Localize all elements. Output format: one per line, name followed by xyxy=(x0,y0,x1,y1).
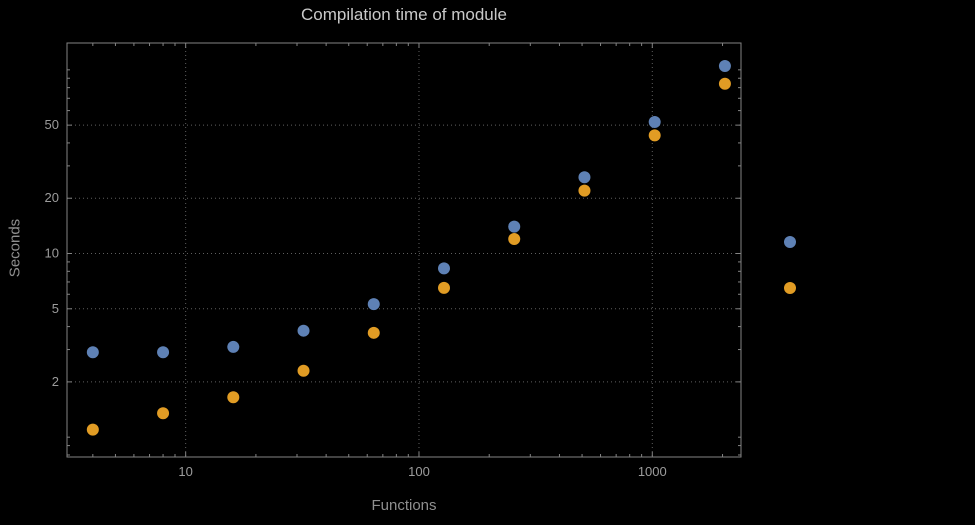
data-point-series-1 xyxy=(367,298,380,311)
data-point-series-1 xyxy=(86,346,99,359)
y-tick-label: 2 xyxy=(52,374,59,389)
y-tick-label: 20 xyxy=(45,190,59,205)
chart-title: Compilation time of module xyxy=(301,5,507,24)
legend-marker-series-2 xyxy=(784,282,796,294)
x-axis-label: Functions xyxy=(371,497,437,514)
legend-marker-series-1 xyxy=(784,236,796,248)
x-tick-label: 100 xyxy=(408,464,430,479)
data-point-series-1 xyxy=(437,262,450,275)
plot-frame xyxy=(66,42,742,458)
x-tick-label: 1000 xyxy=(638,464,667,479)
y-tick-label: 50 xyxy=(45,117,59,132)
data-point-series-1 xyxy=(508,220,521,233)
data-point-series-1 xyxy=(297,324,310,337)
data-point-series-2 xyxy=(86,423,99,436)
y-tick-label: 5 xyxy=(52,301,59,316)
data-point-series-2 xyxy=(297,364,310,377)
data-point-series-2 xyxy=(367,326,380,339)
data-point-series-1 xyxy=(157,346,170,359)
data-point-series-2 xyxy=(227,391,240,404)
data-point-series-2 xyxy=(578,184,591,197)
data-point-series-2 xyxy=(508,232,521,245)
data-point-series-2 xyxy=(648,129,661,142)
x-tick-label: 10 xyxy=(178,464,192,479)
data-point-series-2 xyxy=(718,77,731,90)
data-point-series-1 xyxy=(578,171,591,184)
data-point-series-2 xyxy=(157,407,170,420)
data-point-series-2 xyxy=(437,281,450,294)
y-tick-label: 10 xyxy=(45,246,59,261)
data-point-series-1 xyxy=(648,116,661,129)
data-point-series-1 xyxy=(227,340,240,353)
data-point-series-1 xyxy=(718,59,731,72)
